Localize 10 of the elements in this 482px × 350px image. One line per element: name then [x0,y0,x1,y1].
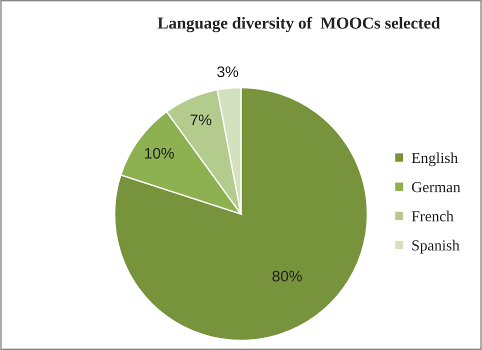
pie-slice [114,86,368,342]
legend-label: French [412,210,454,222]
data-label: 10% [145,148,174,159]
data-label: 7% [190,114,212,126]
data-label: 3% [217,66,238,78]
legend-label: English [412,152,458,166]
data-label: 80% [272,270,302,282]
chart-title: Language diversity of MOOCs selected [158,16,440,32]
legend-label: Spanish [412,240,460,254]
legend-label: German [412,182,460,192]
